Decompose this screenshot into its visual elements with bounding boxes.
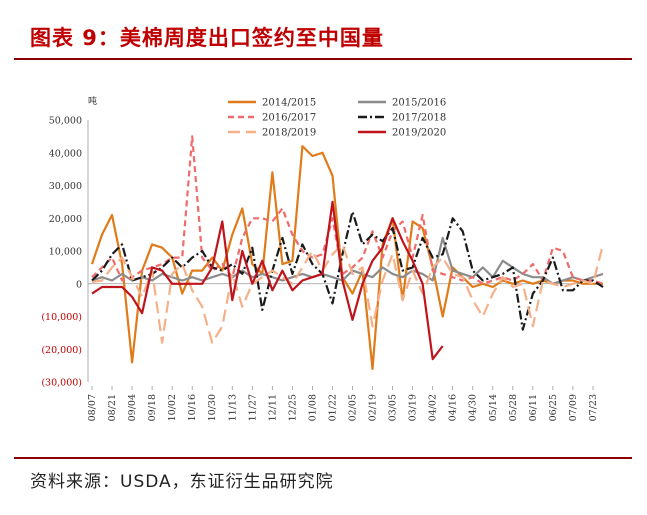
y-tick-label: 10,000	[49, 247, 82, 258]
x-tick-label: 04/02	[428, 394, 439, 421]
x-tick-label: 08/07	[87, 394, 98, 421]
x-tick-label: 09/18	[147, 394, 158, 421]
y-tick-label: 30,000	[49, 181, 82, 192]
x-tick-label: 07/23	[588, 394, 599, 421]
y-tick-label: (30,000)	[41, 378, 82, 389]
legend-label: 2017/2018	[392, 113, 446, 124]
chart: 2014/2015 2015/2016 2016/2017 2017/2018 2018…	[41, 95, 605, 421]
legend-label: 2015/2016	[392, 98, 446, 109]
series-line-2014-2015	[90, 145, 603, 370]
y-axis: 50,000 40,000 30,000 20,000 10,000 0 (10,000) (…	[41, 116, 89, 389]
y-axis-label: 吨	[88, 95, 97, 107]
x-tick-label: 04/30	[468, 394, 479, 421]
y-tick-label: 20,000	[49, 214, 82, 225]
series-line-2017-2018	[91, 210, 604, 331]
series-line-2015-2016	[91, 236, 604, 285]
series-line-2019-2020	[91, 200, 444, 361]
y-tick-label: 50,000	[49, 116, 82, 127]
x-tick-label: 02/19	[368, 394, 379, 421]
x-tick-label: 04/16	[448, 394, 459, 421]
source-note: 资料来源：USDA，东证衍生品研究院	[30, 472, 334, 492]
x-tick-label: 10/30	[207, 394, 218, 421]
figure-title: 图表 9：美棉周度出口签约至中国量	[30, 26, 384, 50]
legend: 2014/2015 2015/2016 2016/2017 2017/2018 2018…	[228, 98, 446, 139]
x-tick-label: 01/22	[327, 394, 338, 421]
x-tick-label: 10/02	[167, 394, 178, 421]
x-tick-label: 11/27	[247, 394, 258, 421]
legend-label: 2014/2015	[262, 98, 316, 109]
x-tick-label: 08/21	[107, 394, 118, 421]
legend-label: 2016/2017	[262, 113, 316, 124]
legend-label: 2019/2020	[392, 128, 446, 139]
x-tick-label: 07/09	[568, 394, 579, 421]
x-tick-label: 06/25	[548, 394, 559, 421]
series-line-2018-2019	[91, 243, 605, 344]
y-tick-label: 40,000	[49, 148, 82, 159]
y-tick-label: (20,000)	[41, 345, 82, 356]
x-tick-label: 11/13	[227, 394, 238, 421]
series-layer	[90, 135, 605, 370]
x-tick-label: 09/04	[127, 394, 138, 421]
y-tick-label: (10,000)	[41, 312, 82, 323]
source-divider	[14, 457, 632, 459]
legend-label: 2018/2019	[262, 128, 316, 139]
x-tick-label: 06/11	[528, 394, 539, 421]
title-divider	[14, 58, 632, 60]
x-tick-label: 05/14	[488, 394, 499, 421]
x-axis: 08/07 08/21 09/04 09/18 10/02 10/16 10/30 11/13…	[87, 283, 603, 421]
x-tick-label: 02/05	[348, 394, 359, 421]
x-tick-label: 12/11	[267, 394, 278, 421]
x-tick-label: 03/19	[408, 394, 419, 421]
y-tick-label: 0	[76, 279, 82, 290]
x-tick-label: 01/08	[307, 394, 318, 421]
x-tick-label: 12/25	[287, 394, 298, 421]
x-tick-label: 05/28	[508, 394, 519, 421]
series-line-2016-2017	[91, 135, 604, 285]
x-tick-label: 03/05	[388, 394, 399, 421]
x-tick-label: 10/16	[187, 394, 198, 421]
